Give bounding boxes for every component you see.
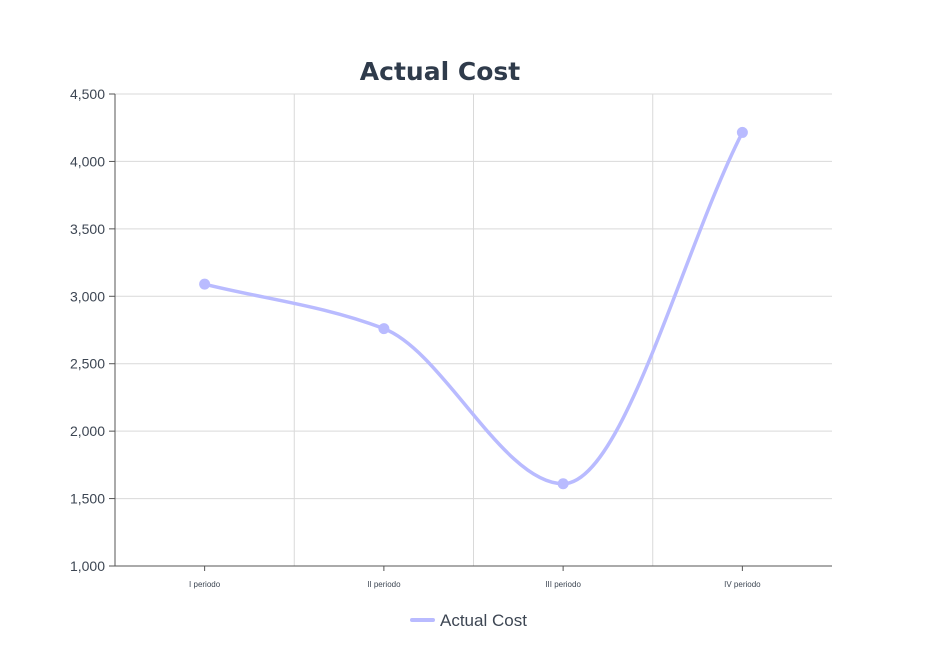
series-line-0 [202, 130, 745, 486]
x-tick-label-2: III periodo [545, 580, 581, 589]
x-tick-label-1: II periodo [367, 580, 401, 589]
series-layer [199, 126, 748, 490]
data-point-0-2[interactable] [557, 478, 569, 490]
x-axis-ticks: I periodo II periodo III periodo IV periodo [189, 566, 761, 589]
data-point-0-0[interactable] [199, 278, 211, 290]
y-tick-label-6: 4,000 [70, 153, 105, 169]
y-tick-label-7: 4,500 [70, 86, 105, 102]
data-point-0-3[interactable] [736, 126, 748, 138]
y-tick-label-4: 3,000 [70, 288, 105, 304]
x-tick-label-0: I periodo [189, 580, 221, 589]
y-tick-label-1: 1,500 [70, 491, 105, 507]
legend[interactable]: Actual Cost [410, 611, 527, 630]
y-axis-ticks: 1,000 1,500 2,000 2,500 3,000 3,500 4,000 4,500 [70, 86, 115, 574]
y-tick-label-3: 2,500 [70, 356, 105, 372]
x-tick-label-3: IV periodo [724, 580, 761, 589]
y-tick-label-2: 2,000 [70, 423, 105, 439]
chart-title: Actual Cost [360, 57, 520, 86]
grid [115, 93, 832, 567]
y-tick-label-0: 1,000 [70, 558, 105, 574]
axes [114, 94, 832, 567]
y-tick-label-5: 3,500 [70, 221, 105, 237]
data-point-0-1[interactable] [378, 323, 390, 335]
legend-label[interactable]: Actual Cost [440, 611, 527, 630]
